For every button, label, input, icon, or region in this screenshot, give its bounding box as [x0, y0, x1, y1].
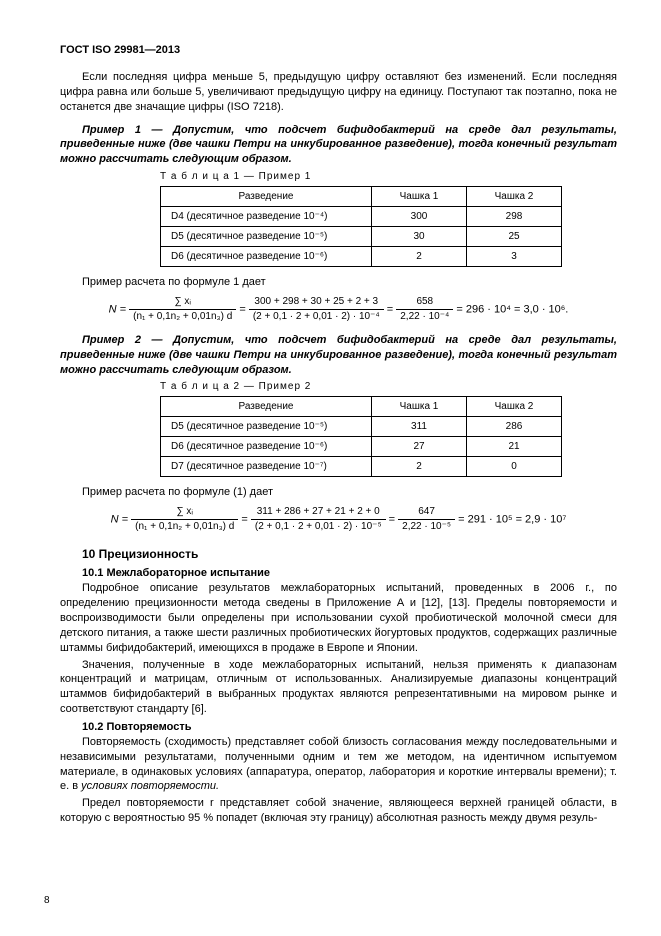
fraction: 300 + 298 + 30 + 25 + 2 + 3 (2 + 0,1 · 2…: [249, 296, 384, 323]
fraction: ∑ xᵢ (n₁ + 0,1n₂ + 0,01n₃) d: [129, 296, 236, 323]
equals: =: [241, 514, 250, 526]
intro-paragraph: Если последняя цифра меньше 5, предыдущу…: [60, 70, 617, 115]
fraction: ∑ xᵢ (n₁ + 0,1n₂ + 0,01n₃) d: [131, 506, 238, 533]
col-header-cup2: Чашка 2: [467, 187, 562, 207]
doc-header: ГОСТ ISO 29981—2013: [60, 44, 617, 56]
denominator: (n₁ + 0,1n₂ + 0,01n₃) d: [129, 310, 236, 323]
equals: =: [239, 303, 248, 315]
para-10-2b: Предел повторяемости r представляет собо…: [60, 796, 617, 826]
table-row: D6 (десятичное разведение 10⁻⁶) 2 3: [161, 247, 562, 267]
fraction: 647 2,22 · 10⁻⁵: [398, 506, 455, 533]
section-10-1-heading: 10.1 Межлабораторное испытание: [82, 567, 617, 579]
table-1: Разведение Чашка 1 Чашка 2 D4 (десятично…: [160, 186, 562, 267]
formula-n-label: N =: [109, 303, 126, 315]
col-header-dilution: Разведение: [161, 187, 372, 207]
col-header-cup2: Чашка 2: [467, 397, 562, 417]
para-10-1b: Значения, полученные в ходе межлаборатор…: [60, 658, 617, 717]
table-row: Разведение Чашка 1 Чашка 2: [161, 397, 562, 417]
formula-n-label: N =: [111, 514, 128, 526]
col-header-cup1: Чашка 1: [372, 397, 467, 417]
cell: 311: [372, 417, 467, 437]
col-header-dilution: Разведение: [161, 397, 372, 417]
denominator: (n₁ + 0,1n₂ + 0,01n₃) d: [131, 520, 238, 533]
cell: 0: [467, 457, 562, 477]
section-10-heading: 10 Прецизионность: [82, 547, 617, 561]
numerator: 311 + 286 + 27 + 21 + 2 + 0: [251, 506, 386, 520]
equals: =: [387, 303, 396, 315]
cell: 2: [372, 457, 467, 477]
calc-2-lead: Пример расчета по формуле (1) дает: [60, 485, 617, 500]
col-header-cup1: Чашка 1: [372, 187, 467, 207]
cell: D6 (десятичное разведение 10⁻⁶): [161, 437, 372, 457]
numerator: 658: [396, 296, 453, 310]
numerator: ∑ xᵢ: [131, 506, 238, 520]
para-10-2a: Повторяемость (сходимость) представляет …: [60, 735, 617, 794]
calc-1-lead: Пример расчета по формуле 1 дает: [60, 275, 617, 290]
formula-result: = 296 · 10⁴ = 3,0 · 10⁶.: [456, 303, 568, 315]
cell: 21: [467, 437, 562, 457]
table-row: D6 (десятичное разведение 10⁻⁶) 27 21: [161, 437, 562, 457]
section-10-2-heading: 10.2 Повторяемость: [82, 721, 617, 733]
table-2: Разведение Чашка 1 Чашка 2 D5 (десятично…: [160, 396, 562, 477]
cell: 27: [372, 437, 467, 457]
denominator: 2,22 · 10⁻⁴: [396, 310, 453, 323]
cell: 30: [372, 227, 467, 247]
cell: D5 (десятичное разведение 10⁻⁵): [161, 417, 372, 437]
numerator: 300 + 298 + 30 + 25 + 2 + 3: [249, 296, 384, 310]
cell: 298: [467, 207, 562, 227]
table-row: Разведение Чашка 1 Чашка 2: [161, 187, 562, 207]
para-10-2a-italic: условиях повторяемости.: [81, 780, 219, 792]
example-1-lead: Пример 1 — Допустим, что подсчет бифидоб…: [60, 123, 617, 168]
numerator: 647: [398, 506, 455, 520]
fraction: 311 + 286 + 27 + 21 + 2 + 0 (2 + 0,1 · 2…: [251, 506, 386, 533]
table-2-caption: Т а б л и ц а 2 — Пример 2: [160, 381, 617, 392]
page: ГОСТ ISO 29981—2013 Если последняя цифра…: [0, 0, 661, 936]
numerator: ∑ xᵢ: [129, 296, 236, 310]
cell: D6 (десятичное разведение 10⁻⁶): [161, 247, 372, 267]
table-row: D4 (десятичное разведение 10⁻⁴) 300 298: [161, 207, 562, 227]
denominator: (2 + 0,1 · 2 + 0,01 · 2) · 10⁻⁴: [249, 310, 384, 323]
denominator: 2,22 · 10⁻⁵: [398, 520, 455, 533]
cell: 300: [372, 207, 467, 227]
formula-1: N = ∑ xᵢ (n₁ + 0,1n₂ + 0,01n₃) d = 300 +…: [60, 296, 617, 323]
cell: D4 (десятичное разведение 10⁻⁴): [161, 207, 372, 227]
para-10-1a: Подробное описание результатов межлабора…: [60, 581, 617, 655]
cell: D7 (десятичное разведение 10⁻⁷): [161, 457, 372, 477]
table-row: D5 (десятичное разведение 10⁻⁵) 30 25: [161, 227, 562, 247]
table-1-caption: Т а б л и ц а 1 — Пример 1: [160, 171, 617, 182]
formula-2: N = ∑ xᵢ (n₁ + 0,1n₂ + 0,01n₃) d = 311 +…: [60, 506, 617, 533]
table-row: D7 (десятичное разведение 10⁻⁷) 2 0: [161, 457, 562, 477]
page-number: 8: [44, 895, 50, 906]
cell: 25: [467, 227, 562, 247]
table-row: D5 (десятичное разведение 10⁻⁵) 311 286: [161, 417, 562, 437]
example-2-lead: Пример 2 — Допустим, что подсчет бифидоб…: [60, 333, 617, 378]
equals: =: [389, 514, 398, 526]
cell: D5 (десятичное разведение 10⁻⁵): [161, 227, 372, 247]
cell: 3: [467, 247, 562, 267]
cell: 2: [372, 247, 467, 267]
formula-result: = 291 · 10⁵ = 2,9 · 10⁷: [458, 514, 566, 526]
cell: 286: [467, 417, 562, 437]
fraction: 658 2,22 · 10⁻⁴: [396, 296, 453, 323]
denominator: (2 + 0,1 · 2 + 0,01 · 2) · 10⁻⁵: [251, 520, 386, 533]
